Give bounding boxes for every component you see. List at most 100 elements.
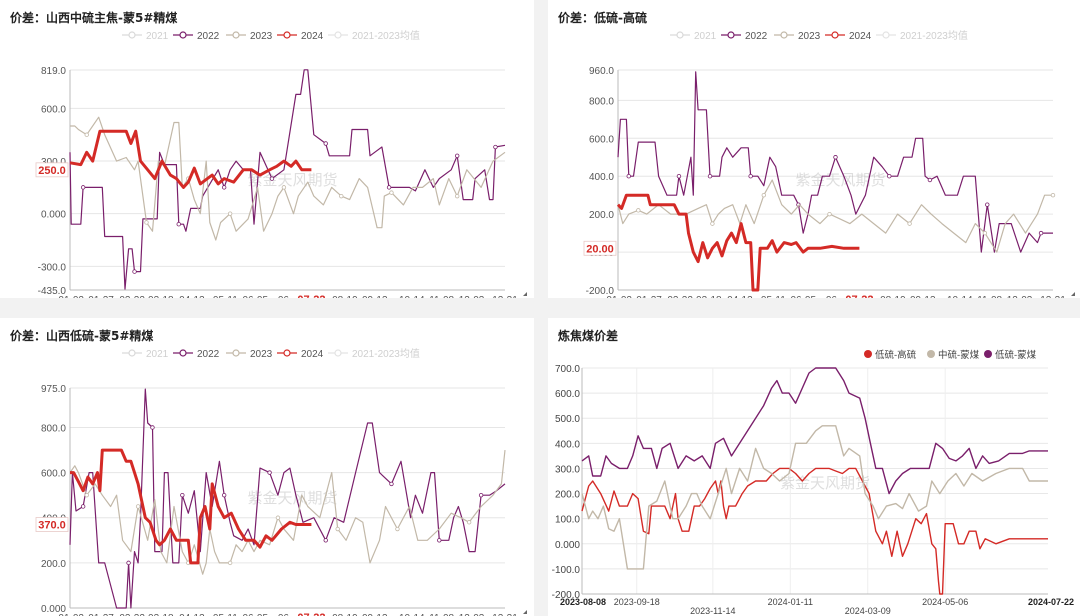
series-point-2023 — [84, 492, 89, 498]
x-tick-label: 09-13 — [362, 613, 388, 616]
x-tick-label: 02-22 — [667, 295, 693, 298]
y-tick-label: 960.0 — [589, 66, 614, 77]
series-point-2023 — [281, 185, 287, 190]
y-tick-label: 600.0 — [555, 389, 580, 400]
watermark: 紫金天风期货 — [795, 171, 885, 189]
series-point-2022 — [176, 222, 181, 227]
series-point-2022 — [389, 481, 394, 487]
series-line-中硫-蒙煤 — [581, 425, 1048, 570]
y-tick-label: 0.000 — [41, 604, 66, 615]
chart-title: 价差：山西低硫-蒙5#精煤 — [10, 329, 154, 343]
legend-swatch-marker — [128, 31, 136, 39]
series-point-2022 — [80, 504, 86, 509]
x-tick-label: 12-31 — [1040, 295, 1066, 298]
series-line-2022 — [69, 388, 506, 609]
x-tick-label: 10-14 — [399, 613, 425, 616]
series-point-2022 — [221, 492, 227, 498]
y-tick-label: 819.0 — [41, 66, 66, 77]
legend-swatch-marker — [334, 31, 342, 39]
legend-swatch-marker — [984, 350, 992, 358]
x-tick-label: 06- — [278, 295, 292, 298]
series-point-2023 — [761, 192, 766, 198]
y-tick-label: 800.0 — [589, 96, 614, 107]
panel-sx-low-sulfur-vs-meng5: 价差：山西低硫-蒙5#精煤 2021 2022 2023 2024 2021-2023均… — [0, 318, 534, 616]
x-tick-label: 08-19 — [880, 295, 906, 298]
series-point-2023 — [389, 190, 394, 195]
legend-label: 2021-2023均值 — [900, 29, 968, 42]
x-tick-label: 04-13 — [727, 295, 753, 298]
series-point-2023 — [227, 560, 233, 566]
x-tick-label-highlight: 07-22 — [845, 294, 873, 298]
y-tick-label: -200.0 — [586, 286, 615, 297]
y-tick-label: 400.0 — [589, 172, 614, 183]
y-tick-label: 200.0 — [589, 210, 614, 221]
legend-swatch-marker — [927, 350, 935, 358]
x-tick-label: 06-05 — [242, 295, 268, 298]
series-point-2022 — [927, 177, 933, 183]
legend-swatch-marker — [780, 31, 788, 39]
x-tick-label: 03-18 — [148, 613, 174, 616]
legend-label: 2023 — [798, 31, 821, 42]
last-value-label: 20.00 — [586, 243, 614, 255]
legend-label: 低硫-高硫 — [875, 349, 917, 361]
y-tick-label: -435.0 — [38, 286, 67, 297]
x-tick-label: 01-02 — [58, 295, 84, 298]
series-point-2022 — [833, 155, 838, 160]
series-point-2022 — [707, 174, 713, 179]
last-value-box — [583, 240, 617, 256]
panel-sx-mid-sulfur-vs-meng5: 价差：山西中硫主焦-蒙5#精煤 2021 2022 2023 2024 2021-202… — [0, 0, 534, 298]
series-line-2023 — [69, 450, 506, 575]
chart-svg: 低硫-高硫 中硫-蒙煤 低硫-蒙煤 700.0 600.0 500.0 400.0 300.0… — [552, 349, 1074, 616]
x-tick-label: 10-14 — [947, 295, 973, 298]
x-tick-label: 2024-01-11 — [768, 597, 813, 607]
watermark: 紫金天风期货 — [247, 489, 337, 507]
legend-label: 2021-2023均值 — [352, 29, 420, 42]
x-tick-label: 06-05 — [242, 613, 268, 616]
x-tick-label: 2024-07-22 — [1028, 597, 1074, 607]
y-tick-label: -100.0 — [552, 565, 581, 576]
series-point-2023 — [1050, 192, 1056, 198]
x-tick-label: 06- — [826, 295, 840, 298]
series-point-2022 — [221, 185, 227, 190]
series-point-2023 — [84, 132, 89, 137]
series-point-2022 — [1038, 230, 1044, 236]
x-tick-label: 11-08 — [977, 295, 1002, 298]
chart-svg: 2021 2022 2023 2024 2021-2023均值 960.0 800.0 600… — [583, 29, 1075, 298]
x-tick-label: 2024-05-06 — [922, 597, 968, 607]
legend-label: 2023 — [250, 31, 273, 42]
x-tick-label: 10-14 — [399, 295, 425, 298]
x-tick-label: 05-11 — [213, 613, 238, 616]
resize-corner-icon — [523, 610, 527, 614]
series-point-2022 — [493, 144, 498, 150]
resize-corner-icon — [1071, 292, 1075, 296]
x-tick-label: 12-31 — [492, 613, 518, 616]
series-point-2023 — [907, 221, 912, 226]
legend-swatch-marker — [232, 31, 240, 39]
series-point-2022 — [269, 176, 275, 181]
y-tick-label: 200.0 — [41, 559, 66, 570]
series-point-2023 — [227, 211, 233, 216]
x-tick-label: 01-02 — [58, 613, 84, 616]
series-point-2022 — [80, 185, 86, 190]
chart-svg: 20212022202320242021-2023均值819.0600.0300… — [35, 29, 527, 298]
x-tick-label: 03-18 — [696, 295, 722, 298]
x-tick-label: 02-22 — [119, 613, 145, 616]
legend-label: 2024 — [301, 31, 324, 42]
series-line-2022 — [617, 71, 1053, 253]
series-point-2023 — [135, 504, 141, 509]
legend-swatch-marker — [232, 349, 240, 357]
x-tick-label: 12-03 — [1007, 295, 1033, 298]
last-value-label: 370.0 — [38, 520, 66, 532]
series-point-2023 — [454, 193, 460, 199]
x-tick-label-highlight: 07-22 — [297, 294, 325, 298]
series-point-2023 — [636, 208, 641, 213]
series-point-2022 — [386, 185, 392, 190]
y-tick-label: 100.0 — [555, 515, 580, 526]
series-point-2023 — [275, 515, 281, 520]
y-tick-label: 800.0 — [41, 423, 66, 434]
series-point-2023 — [395, 526, 400, 532]
legend-swatch-marker — [179, 31, 187, 39]
y-tick-label: 0.000 — [555, 540, 580, 551]
series-line-2023 — [617, 179, 1053, 253]
legend-label: 2021-2023均值 — [352, 347, 420, 360]
